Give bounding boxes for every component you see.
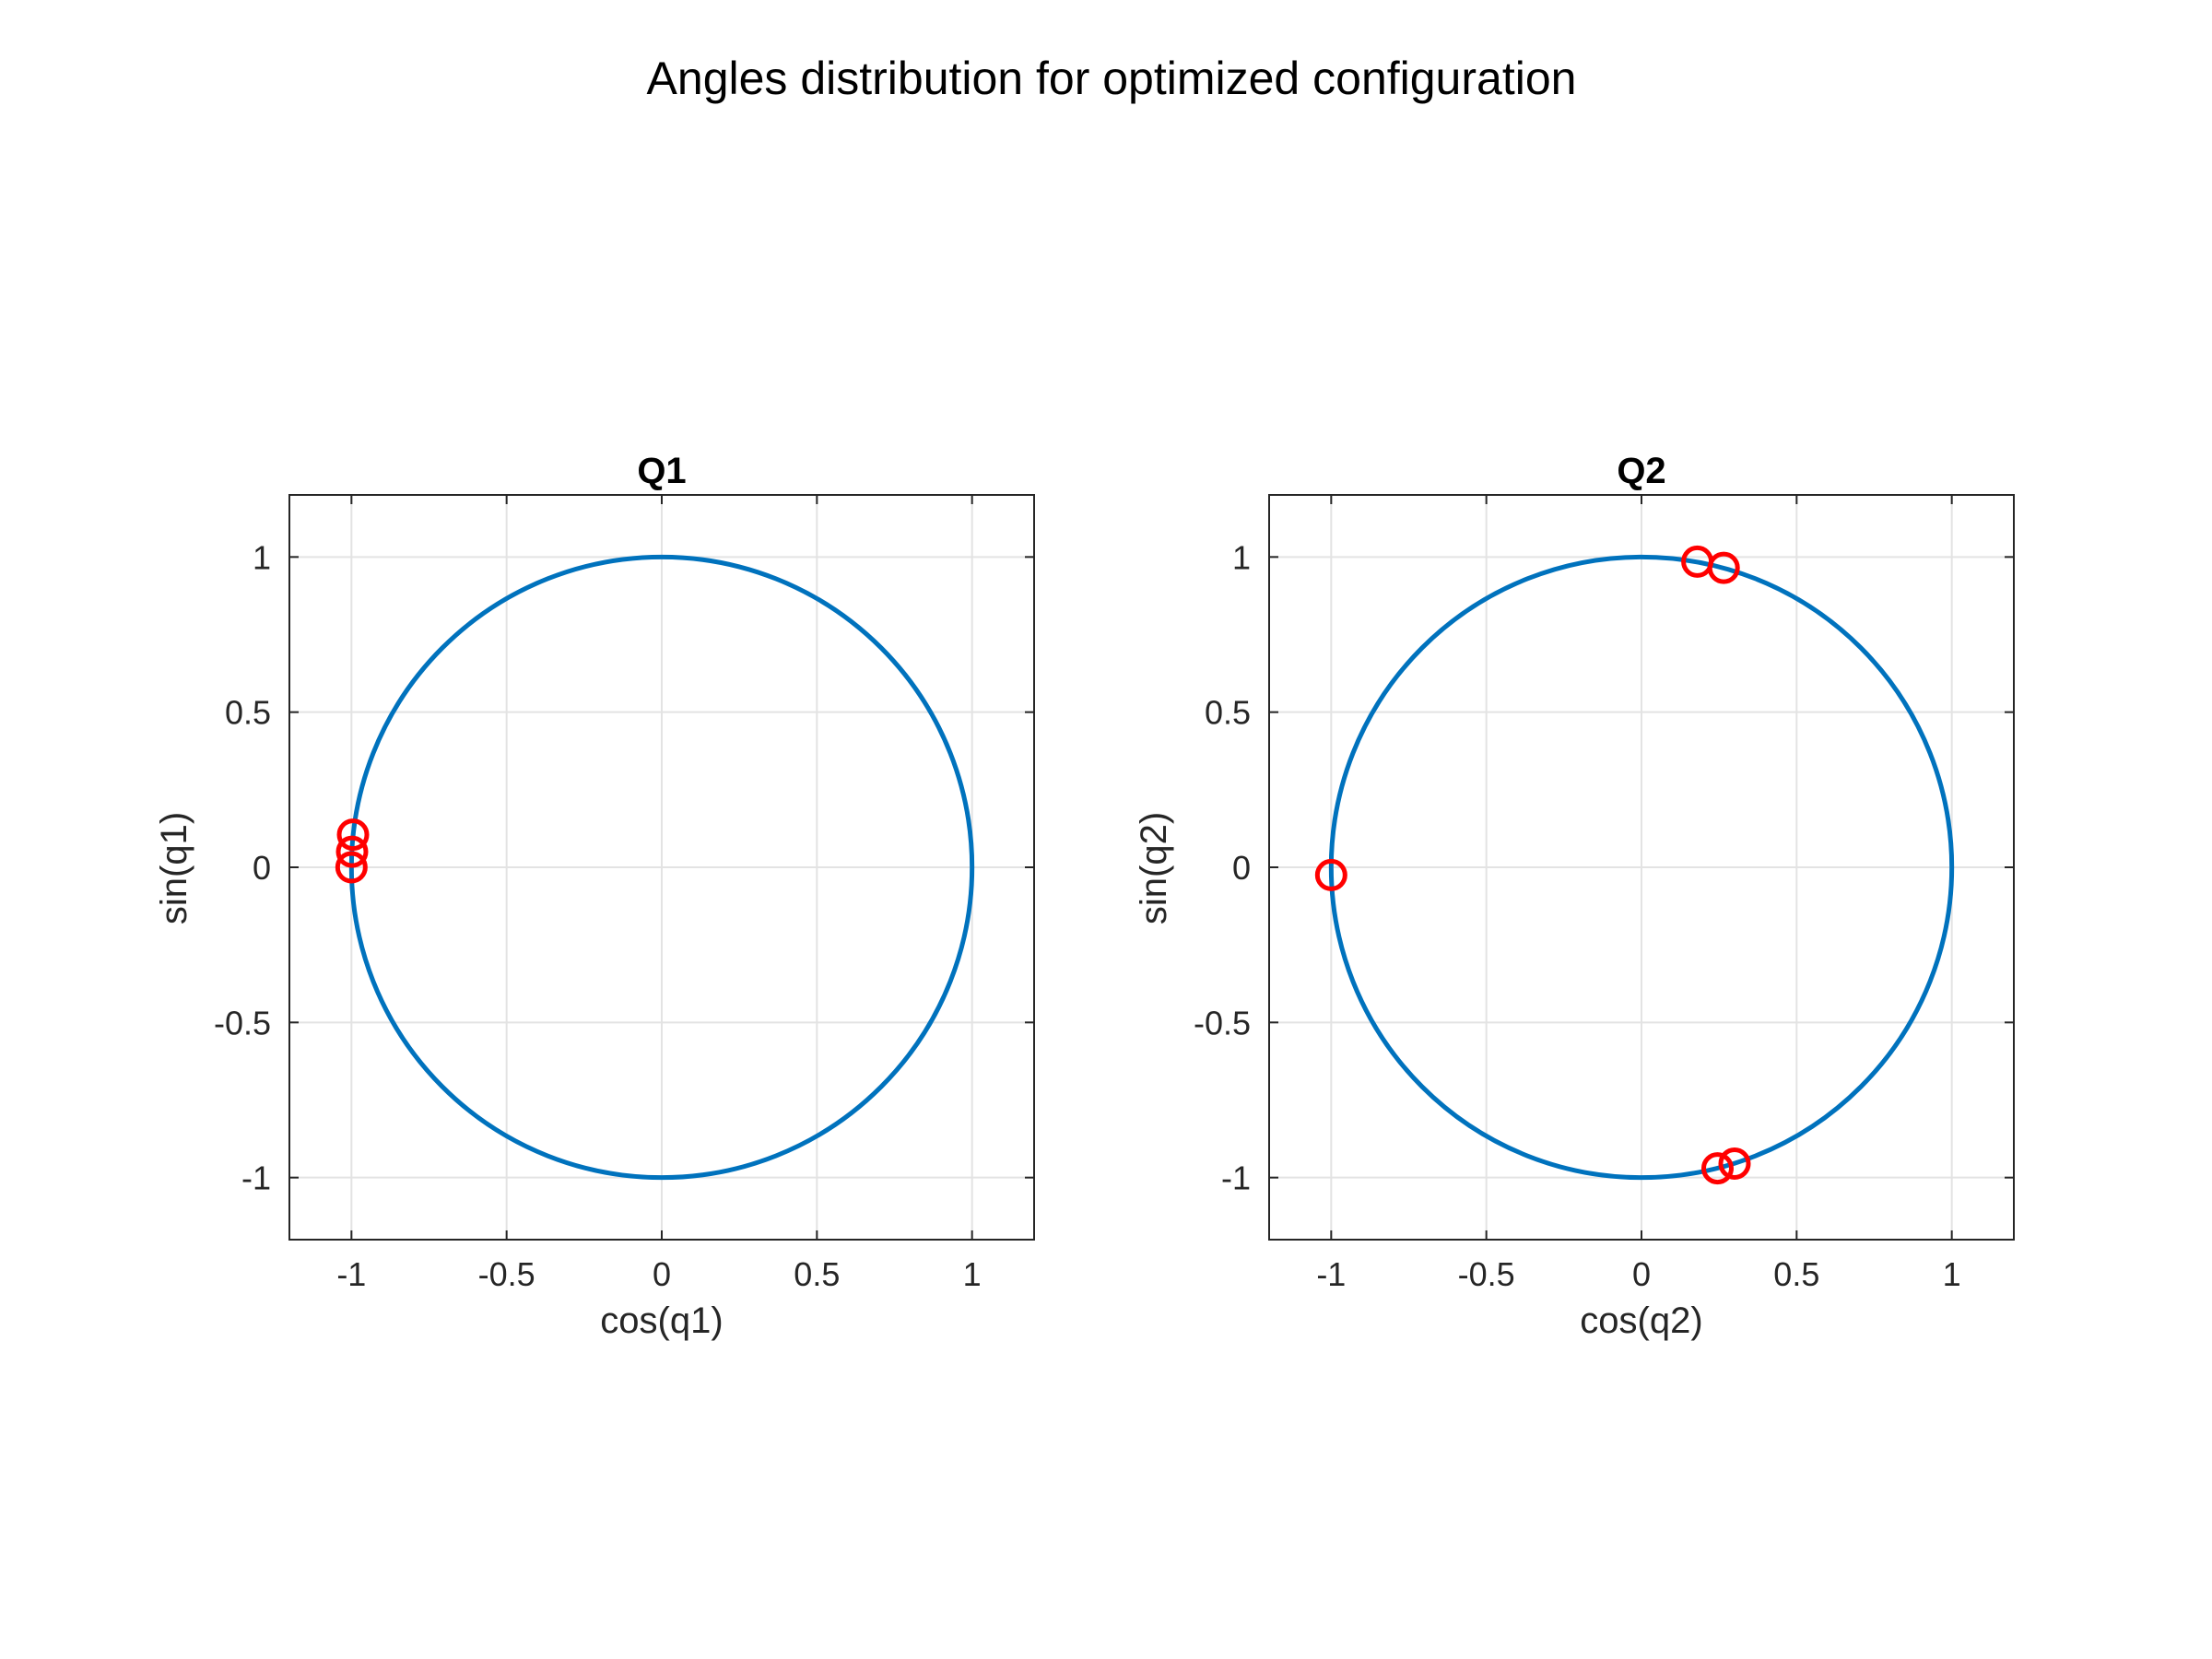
subplot-q1: Q1 cos(q1) sin(q1) -1 -0.5 0 0.5 1 -1 -0.5 0 0.5… xyxy=(154,451,1035,1341)
x-tick-label-2: 0 xyxy=(1632,1255,1651,1293)
unit-circle-line xyxy=(1328,554,1955,1181)
data-point-2 xyxy=(335,851,368,884)
subplot-title: Q2 xyxy=(1617,451,1665,491)
x-tick-label-4: 1 xyxy=(963,1255,982,1293)
y-tick-label-4: 1 xyxy=(253,538,271,576)
x-tick-label-0: -1 xyxy=(1316,1255,1346,1293)
figure-title: Angles distribution for optimized config… xyxy=(647,53,1577,104)
y-tick-label-1: -0.5 xyxy=(214,1004,271,1041)
x-tick-label-0: -1 xyxy=(336,1255,366,1293)
x-tick-label-4: 1 xyxy=(1943,1255,1961,1293)
y-tick-label-0: -1 xyxy=(241,1159,271,1197)
y-tick-label-3: 0.5 xyxy=(1205,694,1251,732)
y-tick-label-2: 0 xyxy=(1232,849,1251,887)
data-point-1 xyxy=(335,835,369,868)
y-axis-label: sin(q2) xyxy=(1134,812,1174,924)
y-tick-label-4: 1 xyxy=(1232,538,1251,576)
subplot-title: Q1 xyxy=(637,451,686,491)
y-tick-label-3: 0.5 xyxy=(225,694,271,732)
x-axis-label: cos(q1) xyxy=(600,1300,723,1341)
data-point-4 xyxy=(1718,1147,1751,1181)
x-tick-label-3: 0.5 xyxy=(1773,1255,1819,1293)
subplot-q2: Q2 cos(q2) sin(q2) -1 -0.5 0 0.5 1 -1 -0.5 0 0.5… xyxy=(1134,451,2015,1341)
x-tick-label-1: -0.5 xyxy=(1458,1255,1515,1293)
y-tick-label-0: -1 xyxy=(1221,1159,1251,1197)
x-axis-label: cos(q2) xyxy=(1580,1300,1702,1341)
x-tick-label-1: -0.5 xyxy=(478,1255,535,1293)
data-point-2 xyxy=(1314,858,1347,891)
data-point-1 xyxy=(1707,551,1740,584)
y-axis-label: sin(q1) xyxy=(154,812,194,924)
x-tick-label-2: 0 xyxy=(653,1255,671,1293)
data-point-0 xyxy=(336,818,370,852)
data-point-3 xyxy=(1700,1152,1734,1185)
x-tick-label-3: 0.5 xyxy=(794,1255,840,1293)
y-tick-label-2: 0 xyxy=(253,849,271,887)
y-tick-label-1: -0.5 xyxy=(1194,1004,1251,1041)
